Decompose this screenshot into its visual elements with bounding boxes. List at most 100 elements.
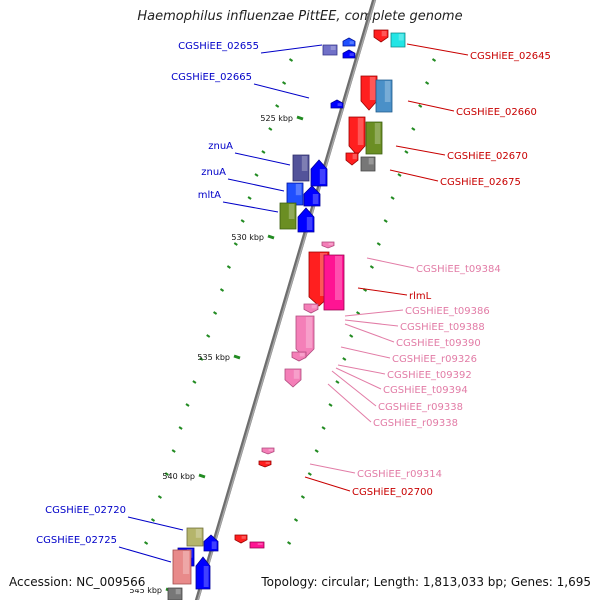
track-dot <box>178 426 183 430</box>
gene-feature[interactable] <box>330 99 344 109</box>
leader-line <box>344 309 404 317</box>
gene-feature[interactable] <box>172 549 192 585</box>
track-dot <box>307 472 312 476</box>
track-dot <box>199 357 204 361</box>
gene-feature[interactable] <box>258 460 272 468</box>
gene-label-left[interactable]: mltA <box>198 190 221 201</box>
gene-feature[interactable] <box>322 44 338 56</box>
gene-feature[interactable] <box>297 207 315 233</box>
gene-feature[interactable] <box>310 159 328 187</box>
leader-line <box>366 257 415 269</box>
gene-feature[interactable] <box>348 116 366 156</box>
gene-feature[interactable] <box>291 351 307 362</box>
leader-line <box>331 370 377 407</box>
scale-tick <box>267 234 275 240</box>
track-dot <box>288 58 294 62</box>
gene-label-right[interactable]: CGSHiEE_r09338 <box>373 418 458 429</box>
gene-feature[interactable] <box>303 303 319 314</box>
gene-feature[interactable] <box>261 447 275 455</box>
gene-label-right[interactable]: CGSHiEE_r09326 <box>392 354 477 365</box>
track-dot <box>219 288 225 292</box>
track-dot <box>335 380 340 384</box>
gene-label-right[interactable]: CGSHiEE_02645 <box>470 51 551 62</box>
gene-feature[interactable] <box>360 156 376 172</box>
leader-line <box>337 364 386 375</box>
gene-feature[interactable] <box>186 527 204 547</box>
gene-label-right[interactable]: CGSHiEE_t09386 <box>405 306 490 317</box>
leader-line <box>407 100 455 112</box>
gene-feature[interactable] <box>360 75 378 111</box>
gene-feature[interactable] <box>390 32 406 48</box>
track-dot <box>261 150 266 154</box>
gene-label-right[interactable]: CGSHiEE_t09390 <box>396 338 481 349</box>
gene-label-left[interactable]: CGSHiEE_02725 <box>36 535 117 546</box>
track-dot <box>425 81 430 85</box>
track-dot <box>206 334 211 338</box>
gene-label-right[interactable]: CGSHiEE_r09314 <box>357 469 442 480</box>
gene-feature[interactable] <box>167 587 183 600</box>
leader-line <box>344 323 395 343</box>
gene-label-left[interactable]: znuA <box>201 167 226 178</box>
track-dot <box>287 541 292 545</box>
gene-label-right[interactable]: CGSHiEE_t09394 <box>383 385 468 396</box>
leader-line <box>234 152 291 166</box>
track-dot <box>233 242 238 246</box>
gene-label-right[interactable]: CGSHiEE_r09338 <box>378 402 463 413</box>
track-dot <box>390 196 395 200</box>
gene-label-left[interactable]: CGSHiEE_02665 <box>171 72 252 83</box>
gene-feature[interactable] <box>323 254 345 311</box>
gene-feature[interactable] <box>365 121 383 155</box>
gene-label-right[interactable]: CGSHiEE_t09384 <box>416 264 501 275</box>
scale-tick <box>233 354 241 360</box>
gene-label-right[interactable]: CGSHiEE_t09388 <box>400 322 485 333</box>
gene-feature[interactable] <box>249 541 265 549</box>
gene-label-right[interactable]: rlmL <box>409 291 432 302</box>
gene-label-left[interactable]: znuA <box>208 141 233 152</box>
leader-line <box>344 319 399 327</box>
gene-feature[interactable] <box>321 241 335 249</box>
gene-feature[interactable] <box>342 37 356 47</box>
track-dot <box>185 403 190 407</box>
gene-feature[interactable] <box>303 185 321 207</box>
gene-label-left[interactable]: CGSHiEE_02720 <box>45 505 126 516</box>
gene-feature[interactable] <box>345 152 359 166</box>
gene-feature[interactable] <box>284 368 302 388</box>
track-dot <box>157 495 162 499</box>
track-dot <box>171 449 176 453</box>
genome-summary: Topology: circular; Length: 1,813,033 bp… <box>261 575 591 589</box>
gene-label-right[interactable]: CGSHiEE_02660 <box>456 107 537 118</box>
track-dot <box>404 150 409 154</box>
gene-label-left[interactable]: CGSHiEE_02655 <box>178 41 259 52</box>
scale-tick-label: 535 kbp <box>197 353 230 362</box>
track-dot <box>247 196 252 200</box>
gene-feature[interactable] <box>195 556 211 590</box>
track-dot <box>411 127 416 131</box>
track-dot <box>418 104 423 108</box>
gene-feature[interactable] <box>375 79 393 113</box>
leader-line <box>335 367 382 390</box>
gene-label-right[interactable]: CGSHiEE_02670 <box>447 151 528 162</box>
gene-feature[interactable] <box>279 202 297 230</box>
gene-feature[interactable] <box>373 29 389 43</box>
leader-line <box>395 145 446 156</box>
gene-feature[interactable] <box>292 154 310 182</box>
track-dot <box>356 311 361 315</box>
track-dot <box>397 173 402 177</box>
gene-label-right[interactable]: CGSHiEE_t09392 <box>387 370 472 381</box>
gene-label-right[interactable]: CGSHiEE_02675 <box>440 177 521 188</box>
gene-feature[interactable] <box>295 315 315 359</box>
gene-label-right[interactable]: CGSHiEE_02700 <box>352 487 433 498</box>
track-dot <box>293 518 299 522</box>
leader-line <box>406 43 469 56</box>
track-dot <box>376 242 381 246</box>
track-dot <box>226 265 231 269</box>
gene-feature[interactable] <box>203 534 219 552</box>
gene-feature[interactable] <box>286 182 304 206</box>
gene-feature[interactable] <box>342 49 356 59</box>
track-dot <box>240 219 245 223</box>
track-dot <box>342 357 347 361</box>
track-dot <box>144 541 149 545</box>
gene-feature[interactable] <box>234 534 248 544</box>
